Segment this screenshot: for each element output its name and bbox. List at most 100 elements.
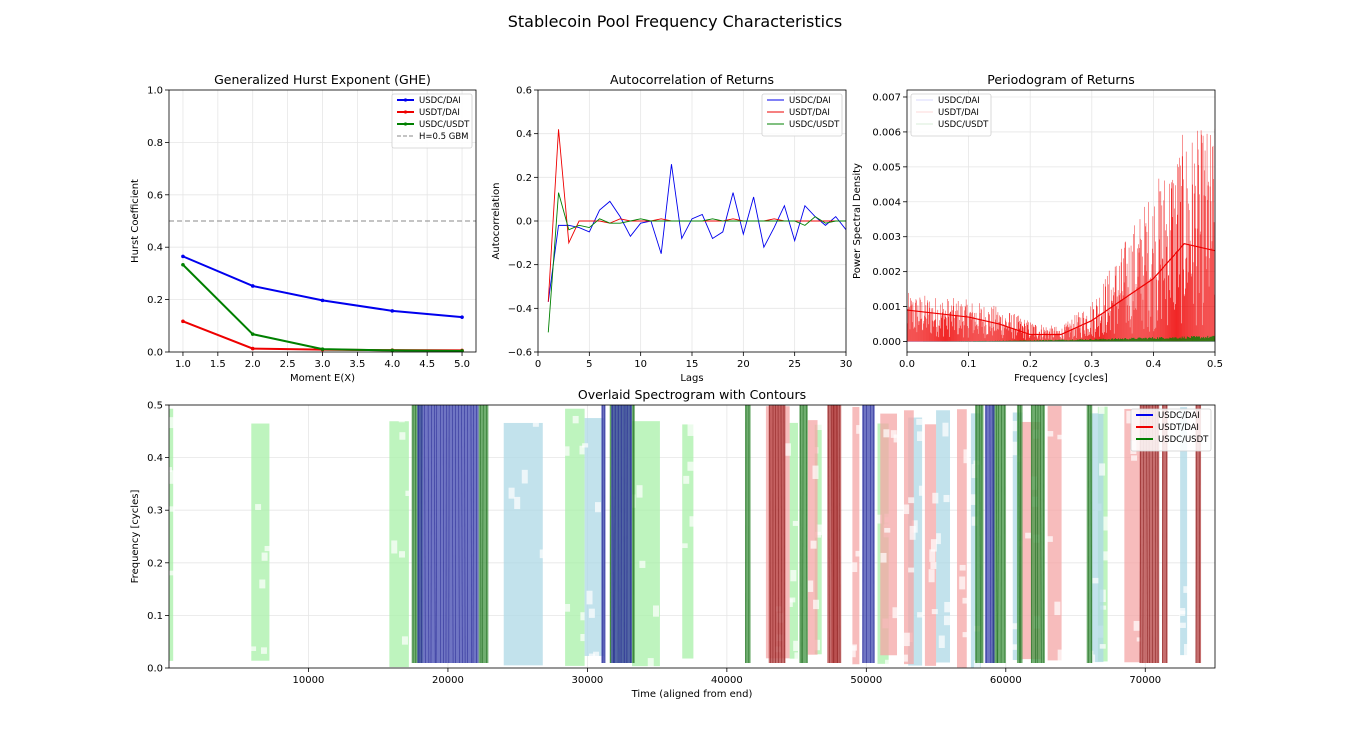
band-gap — [261, 647, 267, 654]
band-gap — [790, 570, 796, 581]
legend-label: USDT/DAI — [1158, 423, 1199, 433]
spectrogram-band-USDC/USDT — [975, 405, 983, 663]
band-gap — [1058, 650, 1064, 664]
x-tick-label: 20 — [737, 359, 750, 370]
band-gap — [1103, 551, 1109, 560]
legend-label: USDC/DAI — [938, 96, 980, 106]
x-axis-label: Lags — [680, 373, 703, 384]
data-point — [181, 263, 185, 267]
band-gap — [399, 432, 405, 440]
y-tick-label: 0.0 — [147, 664, 163, 675]
band-gap — [1054, 602, 1060, 615]
band-gap — [855, 551, 861, 557]
band-gap — [910, 526, 916, 540]
band-gap — [1131, 455, 1137, 460]
band-gap — [932, 609, 938, 614]
band-fill — [251, 424, 269, 661]
spectrogram-band-USDC/USDT — [745, 405, 751, 663]
x-tick-label: 70000 — [1129, 675, 1161, 686]
y-tick-label: 0.2 — [147, 295, 163, 306]
band-gap — [908, 568, 914, 573]
band-gap — [1047, 431, 1053, 436]
band-gap — [514, 497, 520, 509]
band-gap — [1179, 611, 1185, 616]
band-gap — [595, 502, 601, 512]
legend-label: USDC/USDT — [419, 120, 470, 130]
band-gap — [929, 569, 935, 582]
band-gap — [960, 565, 966, 571]
band-gap — [688, 424, 694, 436]
band-gap — [793, 641, 799, 651]
data-point — [321, 299, 325, 303]
band-gap — [956, 667, 962, 680]
band-gap — [916, 419, 922, 425]
spectrogram-band-USDC/DAI — [935, 410, 950, 662]
band-fill — [862, 405, 875, 663]
band-gap — [1099, 463, 1105, 475]
band-gap — [522, 470, 528, 484]
band-fill — [632, 421, 660, 666]
band-gap — [1103, 517, 1109, 531]
band-gap — [167, 417, 173, 428]
band-fill — [682, 424, 693, 658]
band-gap — [885, 660, 891, 666]
x-tick-label: 3.0 — [315, 359, 331, 370]
x-tick-label: 4.5 — [419, 359, 435, 370]
x-tick-label: 25 — [788, 359, 801, 370]
figure-title: Stablecoin Pool Frequency Characteristic… — [508, 12, 843, 31]
y-tick-label: 0.2 — [147, 558, 163, 569]
y-tick-label: 0.1 — [147, 611, 163, 622]
band-gap — [511, 668, 517, 674]
data-point — [251, 347, 255, 351]
spectrogram-band-USDC/USDT — [1031, 405, 1045, 663]
band-fill — [1048, 406, 1062, 661]
band-gap — [765, 663, 771, 674]
band-gap — [785, 443, 791, 455]
x-axis-label: Frequency [cycles] — [1014, 373, 1108, 384]
band-gap — [1134, 621, 1140, 631]
y-tick-label: 0.8 — [147, 138, 163, 149]
band-fill — [601, 405, 605, 663]
band-gap — [399, 415, 405, 422]
band-gap — [1011, 421, 1017, 431]
legend-marker — [404, 122, 407, 125]
band-gap — [894, 434, 900, 442]
band-gap — [564, 446, 570, 455]
band-gap — [807, 580, 813, 591]
band-gap — [1183, 586, 1189, 593]
spectrogram-band-USDC/DAI — [504, 417, 546, 673]
spectrogram-band-USDC/USDT — [389, 415, 411, 667]
x-tick-label: 15 — [686, 359, 699, 370]
x-tick-label: 2.5 — [280, 359, 296, 370]
spectrogram-band-USDT/DAI — [807, 420, 819, 674]
band-gap — [963, 632, 969, 637]
x-tick-label: 1.0 — [175, 359, 191, 370]
x-tick-label: 3.5 — [349, 359, 365, 370]
band-fill — [852, 407, 859, 664]
x-tick-label: 40000 — [711, 675, 743, 686]
y-tick-label: 0.002 — [872, 267, 901, 278]
y-axis-label: Power Spectral Density — [852, 163, 863, 279]
spectrogram-band-USDC/USDT — [250, 424, 270, 661]
band-gap — [850, 646, 856, 658]
band-fill — [808, 420, 818, 655]
y-axis-label: Autocorrelation — [491, 183, 502, 260]
band-gap — [959, 577, 965, 590]
band-gap — [917, 612, 923, 617]
legend-label: USDC/USDT — [938, 120, 989, 130]
band-gap — [589, 609, 595, 618]
x-tick-label: 1.5 — [210, 359, 226, 370]
band-gap — [856, 425, 862, 434]
band-gap — [402, 636, 408, 644]
x-tick-label: 10000 — [293, 675, 325, 686]
y-tick-label: −0.6 — [508, 348, 532, 359]
band-gap — [265, 546, 271, 551]
band-fill — [479, 405, 489, 663]
spectrogram-band-USDC/DAI — [611, 405, 632, 663]
band-fill — [880, 414, 897, 656]
x-axis-label: Moment E(X) — [290, 373, 355, 384]
